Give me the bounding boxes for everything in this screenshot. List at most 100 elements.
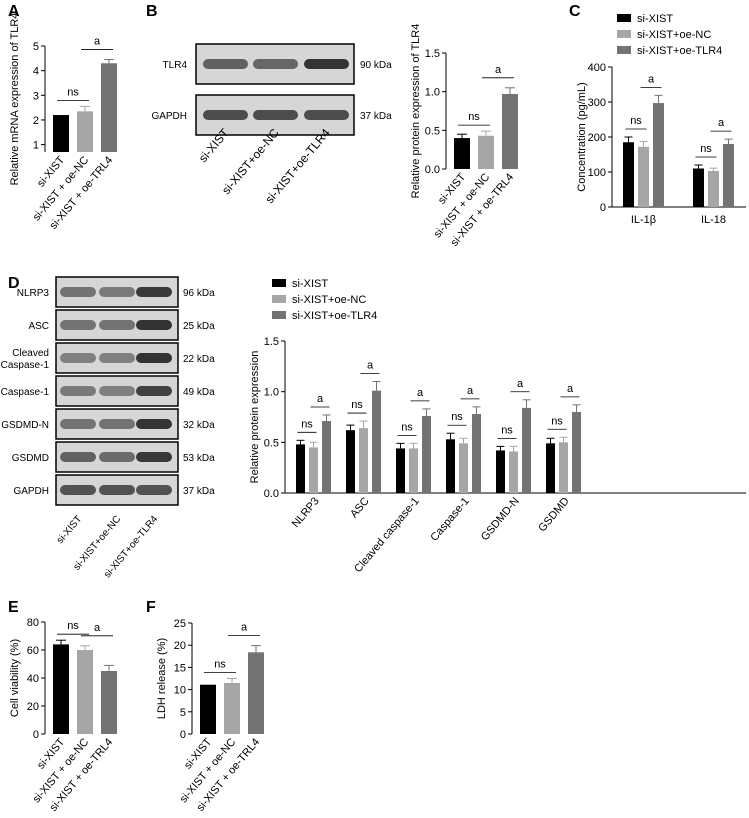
chart-f-y-tick-label: 25 <box>174 618 186 630</box>
chart-d-y-tick-label: 1.5 <box>264 336 279 348</box>
chart-d-x-tick-label: NLRP3 <box>290 495 322 530</box>
chart-c-y-tick-label: 0 <box>600 202 606 214</box>
chart-a-bar <box>77 111 93 152</box>
chart-d-bar <box>509 451 518 493</box>
chart-f-bar <box>200 684 216 734</box>
chart-d-sig-label: ns <box>551 415 563 427</box>
chart-d-bar <box>422 415 431 493</box>
chart-d-sig-label: a <box>317 393 324 405</box>
chart-c-bar <box>653 103 664 207</box>
chart-c-sig-label: ns <box>700 143 712 155</box>
blot-d-band <box>60 485 96 495</box>
chart-f-y-tick-label: 15 <box>174 662 186 674</box>
blot-d-kda-label: 37 kDa <box>183 486 215 497</box>
chart-a-sig-label: ns <box>67 86 79 98</box>
chart-a-y-label: Relative mRNA expression of TLR4 <box>9 13 21 186</box>
chart-f-y-tick-label: 20 <box>174 640 186 652</box>
chart-b-bar <box>478 135 494 169</box>
blot-d-row-label: GSDMD-N <box>1 420 49 431</box>
chart-f-sig-label: a <box>241 622 248 634</box>
chart-d-x-tick-label: GSDMD <box>536 495 572 534</box>
chart-a-bar <box>101 63 117 152</box>
chart-e-sig-label: a <box>94 622 101 634</box>
blot-d-kda-label: 22 kDa <box>183 354 215 365</box>
blot-d-band <box>99 386 135 396</box>
blot-b-kda-label: 90 kDa <box>360 60 392 71</box>
blot-d-band <box>60 452 96 462</box>
blot-d-band <box>60 287 96 297</box>
blot-b-row-label: GAPDH <box>151 111 187 122</box>
chart-e-y-label: Cell viability (%) <box>9 639 21 717</box>
chart-c-legend-label: si-XIST+oe-TLR4 <box>637 45 722 57</box>
chart-c-y-label: Concentration (pg/mL) <box>576 82 588 191</box>
blot-b-band <box>203 110 248 120</box>
chart-c-x-tick-label: IL-1β <box>631 214 656 226</box>
chart-d-sig-label: ns <box>401 421 413 433</box>
chart-d-sig-label: a <box>367 360 374 372</box>
blot-d-kda-label: 25 kDa <box>183 321 215 332</box>
blot-d-kda-label: 53 kDa <box>183 453 215 464</box>
blot-d-lane-label: si-XIST <box>55 514 84 546</box>
chart-c-bar <box>708 170 719 207</box>
blot-b-band <box>203 59 248 69</box>
chart-c-y-tick-label: 400 <box>588 62 606 74</box>
chart-d-bar <box>446 439 455 493</box>
blot-b-kda-label: 37 kDa <box>360 111 392 122</box>
chart-c-legend-label: si-XIST+oe-NC <box>637 29 711 41</box>
chart-f-bar <box>224 682 240 734</box>
chart-d-bar <box>346 430 355 493</box>
chart-c-legend-swatch <box>617 46 631 54</box>
panel-letter-d: D <box>8 275 20 292</box>
chart-d-bar <box>559 442 568 493</box>
chart-d-bar <box>572 411 581 493</box>
chart-c-bar <box>723 144 734 207</box>
chart-e-bar <box>101 671 117 734</box>
chart-d-legend-label: si-XIST+oe-TLR4 <box>292 310 377 322</box>
blot-d-row-label: Caspase-1 <box>1 387 50 398</box>
chart-d-bar <box>472 413 481 493</box>
blot-d-band <box>136 287 172 297</box>
panel-letter-b: B <box>146 3 158 20</box>
chart-d-sig-label: ns <box>351 399 363 411</box>
blot-d-band <box>136 320 172 330</box>
panel-letter-c: C <box>569 3 581 20</box>
chart-c-sig-label: ns <box>630 115 642 127</box>
chart-f-sig-label: ns <box>214 659 226 671</box>
chart-d-bar <box>296 444 305 493</box>
chart-a-y-tick-label: 3 <box>33 90 39 102</box>
chart-d-sig-label: a <box>517 378 524 390</box>
chart-e-sig-label: ns <box>67 620 79 632</box>
blot-d-band <box>136 419 172 429</box>
blot-d-band <box>136 485 172 495</box>
chart-b-sig-label: ns <box>468 111 480 123</box>
chart-d-bar <box>309 447 318 493</box>
blot-d-band <box>99 452 135 462</box>
chart-b-y-tick-label: 1.0 <box>425 87 440 99</box>
chart-c-bar <box>638 146 649 207</box>
chart-c-y-tick-label: 200 <box>588 132 606 144</box>
panel-letter-a: A <box>8 3 20 20</box>
chart-b-y-tick-label: 0.0 <box>425 164 440 176</box>
blot-d-kda-label: 32 kDa <box>183 420 215 431</box>
chart-b-sig-label: a <box>495 64 502 76</box>
chart-d-bar <box>396 448 405 493</box>
chart-b-bar <box>454 138 470 169</box>
chart-a-sig-label: a <box>94 36 101 48</box>
chart-e-bar <box>77 650 93 734</box>
chart-b-y-label: Relative protein expression of TLR4 <box>410 24 422 199</box>
chart-c-sig-label: a <box>648 73 655 85</box>
chart-e-y-tick-label: 40 <box>27 673 39 685</box>
chart-f-y-tick-label: 5 <box>180 707 186 719</box>
chart-e-y-tick-label: 20 <box>27 701 39 713</box>
blot-d-band <box>99 320 135 330</box>
blot-b-band <box>304 59 349 69</box>
chart-f-y-tick-label: 0 <box>180 729 186 741</box>
chart-e-y-tick-label: 0 <box>33 729 39 741</box>
chart-d-y-tick-label: 1.0 <box>264 387 279 399</box>
blot-b-row-label: TLR4 <box>163 60 188 71</box>
blot-d-band <box>136 353 172 363</box>
chart-d-legend-swatch <box>272 311 286 319</box>
chart-d-sig-label: a <box>417 387 424 399</box>
chart-d-bar <box>409 448 418 493</box>
